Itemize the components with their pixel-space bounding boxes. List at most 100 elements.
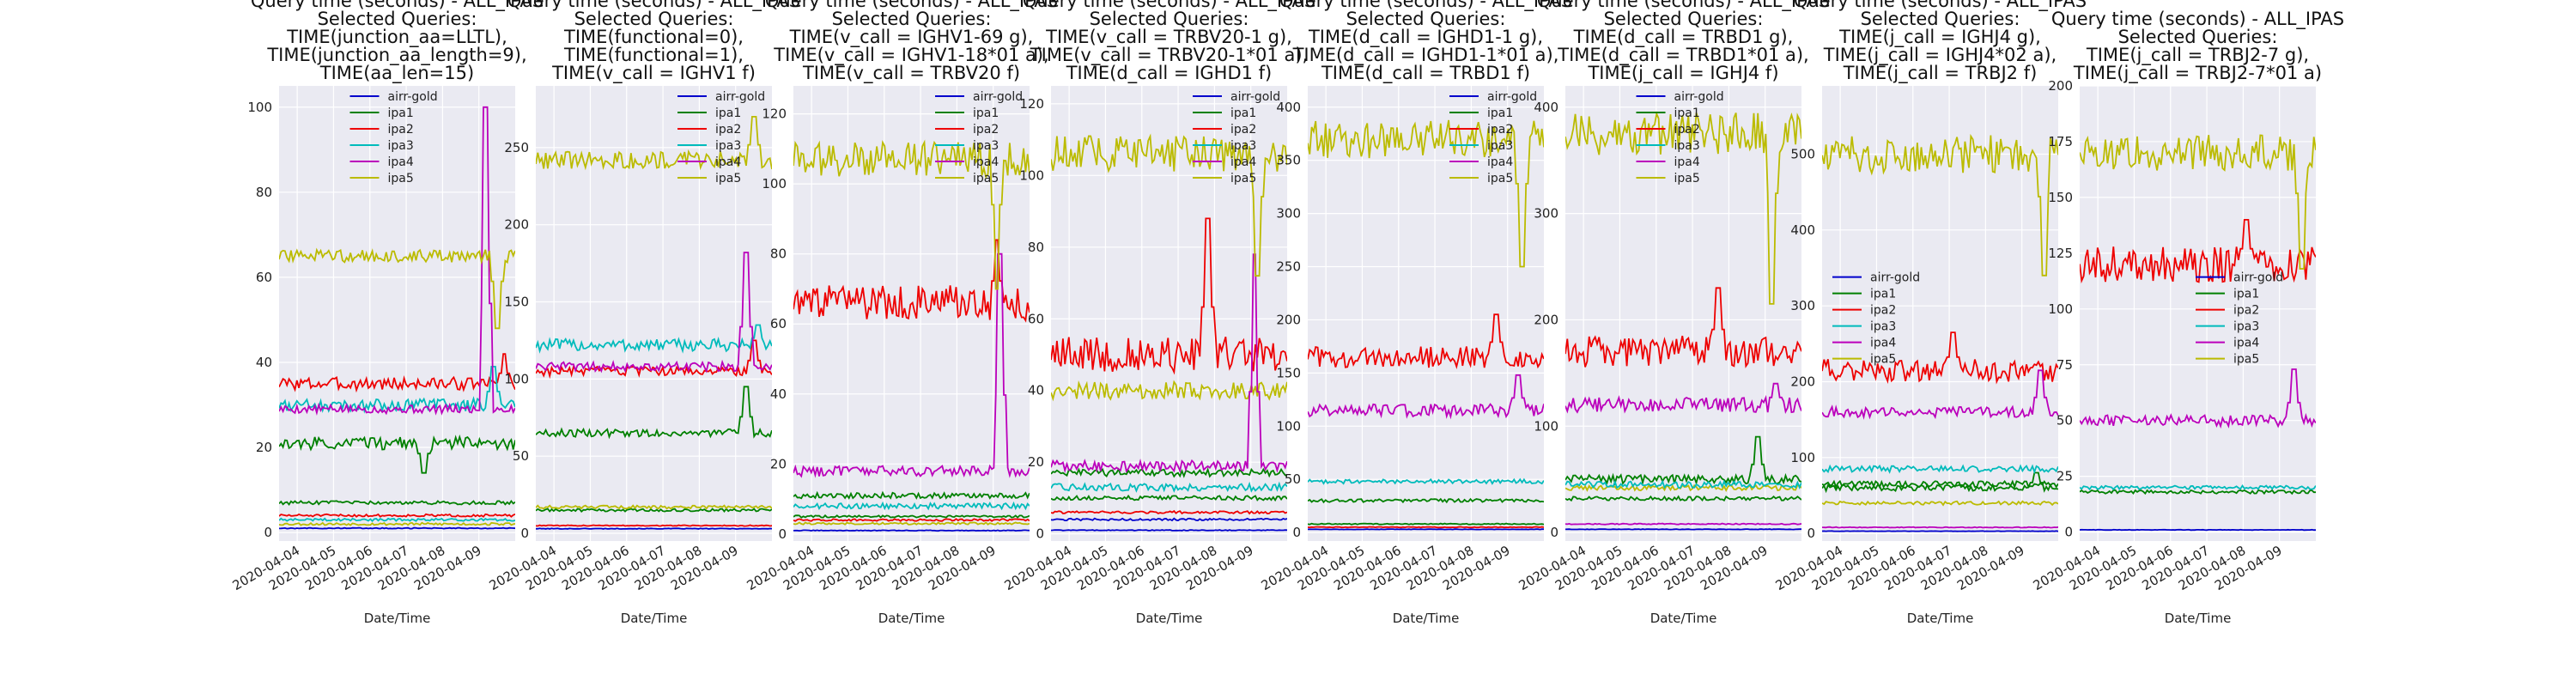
- legend-label: ipa1: [1487, 106, 1513, 120]
- y-tick-label: 100: [762, 176, 787, 192]
- series-line-ipa1: [1822, 471, 2058, 494]
- series-line-ipa3: [1822, 464, 2058, 475]
- chart-title-line: Query time (seconds) - ALL_IPAS: [1023, 0, 1315, 12]
- legend: airr-gold ipa1 ipa2 ipa3 ipa4 ipa5: [1193, 90, 1280, 185]
- series-line-extra: [1822, 526, 2058, 529]
- y-tick-label: 60: [770, 316, 787, 331]
- series-line-airr-gold: [2080, 528, 2316, 532]
- x-axis-label: Date/Time: [2165, 611, 2232, 626]
- legend-label: airr-gold: [1870, 271, 1920, 285]
- chart-panel-2: 0501001502002502020-04-042020-04-052020-…: [487, 0, 800, 626]
- series-line-ipa1: [1565, 435, 1801, 486]
- y-tick-label: 40: [770, 386, 787, 402]
- y-tick-label: 150: [2048, 190, 2073, 205]
- chart-title-line: Selected Queries:: [832, 9, 992, 29]
- y-tick-label: 120: [1019, 96, 1044, 112]
- chart-title-line: Selected Queries:: [1346, 9, 1506, 29]
- y-tick-label: 60: [1028, 311, 1044, 326]
- y-tick-label: 200: [1276, 312, 1301, 327]
- y-tick-label: 75: [2057, 357, 2073, 373]
- chart-title-line: TIME(d_call = TRBD1 g),: [1573, 27, 1794, 48]
- x-axis-label: Date/Time: [878, 611, 945, 626]
- series-line-ipa3: [793, 501, 1030, 511]
- legend-label: airr-gold: [388, 90, 438, 104]
- legend-label: ipa5: [973, 172, 999, 185]
- series-line-ipa1: [279, 434, 515, 474]
- legend-label: ipa2: [1230, 123, 1256, 137]
- chart-title-line: TIME(j_call = IGHJ4*02 a),: [1823, 45, 2057, 66]
- legend-label: airr-gold: [1230, 90, 1280, 104]
- legend-label: ipa1: [973, 106, 999, 120]
- legend: airr-gold ipa1 ipa2 ipa3 ipa4 ipa5: [935, 90, 1023, 185]
- chart-title-line: Query time (seconds) - ALL_IPAS: [251, 0, 544, 12]
- chart-title-line: Selected Queries:: [1090, 9, 1249, 29]
- legend-label: ipa1: [388, 106, 414, 120]
- series-line-ipa5: [2080, 134, 2316, 270]
- legend: airr-gold ipa1 ipa2 ipa3 ipa4 ipa5: [1832, 271, 1920, 367]
- chart-panel-6: 01002003004002020-04-042020-04-052020-04…: [1516, 0, 1830, 626]
- legend-label: ipa4: [973, 155, 999, 169]
- x-axis-label: Date/Time: [1136, 611, 1203, 626]
- series-line-extra: [1051, 517, 1287, 522]
- series-line-ipa5: [279, 247, 515, 330]
- series-line-ipa2: [1822, 331, 2058, 385]
- series-line-airr-gold: [279, 526, 515, 530]
- legend-label: ipa3: [715, 139, 741, 153]
- legend: airr-gold ipa1 ipa2 ipa3 ipa4 ipa5: [677, 90, 765, 185]
- legend-label: airr-gold: [2233, 271, 2283, 285]
- legend-label: ipa4: [388, 155, 414, 169]
- legend-label: ipa4: [2233, 337, 2259, 350]
- y-tick-label: 40: [1028, 383, 1044, 398]
- y-tick-label: 400: [1276, 100, 1301, 115]
- chart-panel-1: 0204060801002020-04-042020-04-052020-04-…: [230, 0, 544, 626]
- series-line-ipa2: [279, 353, 515, 393]
- series-line-ipa1: [1051, 467, 1287, 478]
- series-line-extra: [793, 514, 1030, 519]
- plot-area: [2080, 86, 2316, 541]
- chart-title-line: Selected Queries:: [574, 9, 734, 29]
- y-tick-label: 100: [1790, 450, 1815, 465]
- legend-label: ipa2: [1870, 304, 1896, 318]
- y-tick-label: 80: [770, 246, 787, 262]
- chart-panel-8: 02550751001251501752002020-04-042020-04-…: [2031, 9, 2344, 626]
- series-line-extra: [279, 513, 515, 518]
- y-tick-label: 250: [1276, 259, 1301, 275]
- series-line-ipa5: [793, 139, 1030, 290]
- x-axis-label: Date/Time: [1907, 611, 1974, 626]
- y-tick-label: 150: [504, 295, 529, 310]
- series-line-extra: [536, 508, 772, 513]
- legend-label: ipa1: [2233, 288, 2259, 301]
- series-line-ipa3: [1308, 477, 1544, 485]
- chart-panel-7: 01002003004005002020-04-042020-04-052020…: [1773, 0, 2087, 626]
- legend-label: ipa4: [1487, 155, 1513, 169]
- plot-area: [536, 86, 772, 541]
- series-line-ipa2: [793, 239, 1030, 323]
- chart-title-line: TIME(d_call = TRBD1*01 a),: [1557, 45, 1808, 66]
- legend-label: ipa1: [1230, 106, 1256, 120]
- legend: airr-gold ipa1 ipa2 ipa3 ipa4 ipa5: [2196, 271, 2283, 367]
- series-line-airr-gold: [1051, 529, 1287, 532]
- y-tick-label: 200: [2048, 78, 2073, 94]
- y-tick-label: 100: [1019, 167, 1044, 183]
- legend-label: ipa4: [1230, 155, 1256, 169]
- y-tick-label: 0: [1807, 526, 1815, 541]
- chart-panel-5: 0501001502002503003504002020-04-042020-0…: [1259, 0, 1572, 626]
- chart-title-line: Query time (seconds) - ALL_IPAS: [1537, 0, 1830, 12]
- y-tick-label: 80: [256, 185, 272, 200]
- legend-label: ipa2: [1674, 123, 1700, 137]
- series-line-extra: [279, 521, 515, 526]
- chart-title-line: TIME(junction_aa=LLTL),: [286, 27, 507, 48]
- series-line-ipa4: [1565, 382, 1801, 415]
- series-line-airr-gold: [1308, 528, 1544, 531]
- y-tick-label: 0: [520, 526, 529, 541]
- y-tick-label: 100: [247, 100, 272, 115]
- legend-label: ipa5: [1870, 353, 1896, 367]
- y-tick-label: 60: [256, 270, 272, 285]
- chart-title-line: TIME(v_call = IGHV1 f): [551, 63, 756, 84]
- legend-label: ipa2: [1487, 123, 1513, 137]
- chart-title-line: TIME(d_call = IGHD1-1*01 a),: [1292, 45, 1559, 66]
- y-tick-label: 100: [2048, 301, 2073, 317]
- y-tick-label: 100: [1276, 418, 1301, 434]
- x-axis-label: Date/Time: [1393, 611, 1460, 626]
- legend-label: airr-gold: [1674, 90, 1724, 104]
